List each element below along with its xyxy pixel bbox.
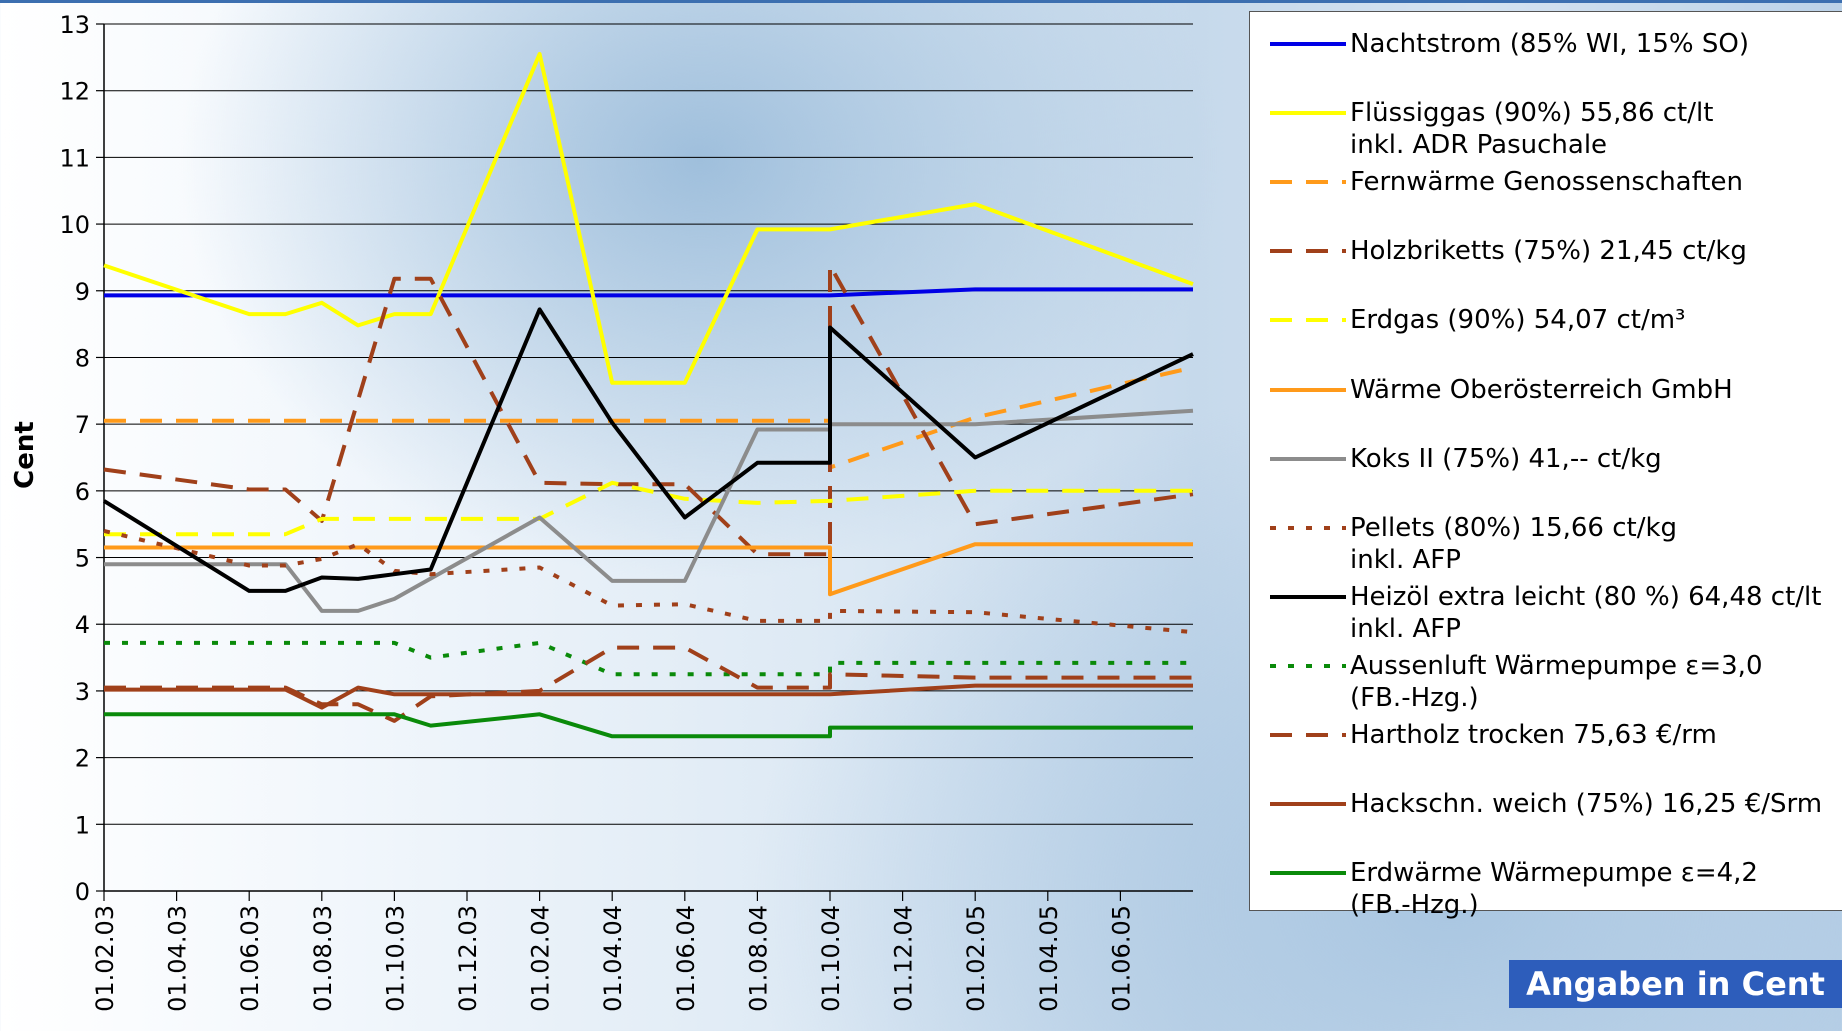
legend-label: Aussenluft Wärmepumpe ε=3,0 (FB.-Hzg.) [1350, 650, 1763, 713]
y-tick-label: 10 [59, 211, 90, 239]
x-tick-label: 01.02.04 [527, 905, 555, 1012]
y-tick-label: 5 [75, 545, 90, 573]
y-tick-label: 11 [59, 144, 90, 172]
x-tick-label: 01.06.03 [236, 905, 264, 1012]
x-tick-labels: 01.02.03 01.04.03 01.06.03 01.08.03 01.10.03… [91, 905, 1135, 1012]
series-line [104, 542, 1193, 597]
series-line [104, 408, 1194, 613]
x-tick-label: 01.02.03 [91, 905, 119, 1012]
legend-swatch [1270, 594, 1346, 599]
y-tick-label: 0 [75, 878, 90, 906]
legend-label: Erdwärme Wärmepumpe ε=4,2 (FB.-Hzg.) [1350, 858, 1758, 921]
x-tick-label: 01.06.05 [1107, 905, 1135, 1012]
chart-legend: Nachtstrom (85% WI, 15% SO) Flüssiggas (9… [1249, 11, 1842, 920]
legend-label: Hartholz trocken 75,63 €/rm [1350, 720, 1717, 750]
legend-label: Pellets (80%) 15,66 ct/kg inkl. AFP [1350, 512, 1678, 575]
y-tick-label: 7 [75, 411, 90, 439]
legend-swatch [1270, 733, 1346, 737]
series-line [104, 712, 1193, 739]
legend-label: Nachtstrom (85% WI, 15% SO) [1350, 29, 1749, 59]
legend-swatch [1270, 180, 1346, 185]
legend-label: Hackschn. weich (75%) 16,25 €/Srm [1350, 789, 1823, 820]
legend-swatch [1270, 802, 1346, 807]
legend-swatch [1270, 871, 1346, 876]
y-tick-label: 12 [59, 78, 90, 106]
legend-label: Heizöl extra leicht (80 %) 64,48 ct/lt i… [1350, 581, 1822, 644]
y-tick-label: 8 [75, 344, 90, 372]
legend-swatch [1270, 111, 1346, 116]
legend-swatch [1270, 318, 1346, 323]
x-tick-label: 01.04.05 [1035, 905, 1063, 1012]
x-tick-label: 01.06.04 [672, 905, 700, 1012]
series-line [104, 480, 1193, 537]
x-tick-label: 01.02.05 [962, 905, 990, 1012]
x-tick-label: 01.10.03 [381, 905, 409, 1012]
series-line [103, 263, 1194, 557]
series-lines [102, 52, 1194, 739]
legend-label: Koks II (75%) 41,-- ct/kg [1350, 443, 1662, 474]
x-tick-label: 01.12.04 [890, 905, 918, 1012]
legend-swatch [1270, 663, 1346, 668]
x-tick-label: 01.04.03 [164, 905, 192, 1012]
legend-swatch [1270, 387, 1346, 392]
series-line [104, 287, 1193, 298]
legend-label: Fernwärme Genossenschaften [1350, 167, 1743, 198]
series-line [104, 640, 1193, 677]
legend-swatch [1270, 456, 1346, 461]
x-tick-label: 01.12.03 [454, 905, 482, 1012]
series-line [102, 307, 1194, 593]
legend-label: Erdgas (90%) 54,07 ct/m³ [1350, 305, 1686, 336]
legend-swatch [1270, 249, 1346, 254]
x-tick-label: 01.04.04 [599, 905, 627, 1012]
y-axis-label: Cent [10, 421, 40, 489]
series-line [103, 528, 1194, 635]
y-tick-label: 1 [75, 811, 90, 839]
y-tick-label: 3 [75, 678, 90, 706]
legend-label: Wärme Oberösterreich GmbH [1350, 374, 1733, 405]
legend-label: Flüssiggas (90%) 55,86 ct/lt inkl. ADR P… [1350, 98, 1714, 161]
y-tick-label: 6 [75, 478, 90, 506]
legend-swatch [1270, 525, 1346, 530]
series-line [104, 683, 1193, 710]
series-line [103, 52, 1194, 385]
y-tick-label: 9 [75, 278, 90, 306]
axes [96, 23, 1193, 901]
x-tick-label: 01.08.03 [309, 905, 337, 1012]
unit-note: Angaben in Cent [1509, 960, 1842, 1008]
y-tick-label: 13 [59, 11, 90, 39]
legend-swatch [1270, 42, 1346, 46]
y-tick-label: 2 [75, 745, 90, 773]
legend-label: Holzbriketts (75%) 21,45 ct/kg [1350, 236, 1747, 267]
y-tick-label: 4 [75, 611, 90, 639]
gridlines [104, 23, 1193, 825]
top-border [0, 0, 1842, 3]
x-tick-label: 01.10.04 [817, 905, 845, 1012]
x-tick-label: 01.08.04 [744, 905, 772, 1012]
